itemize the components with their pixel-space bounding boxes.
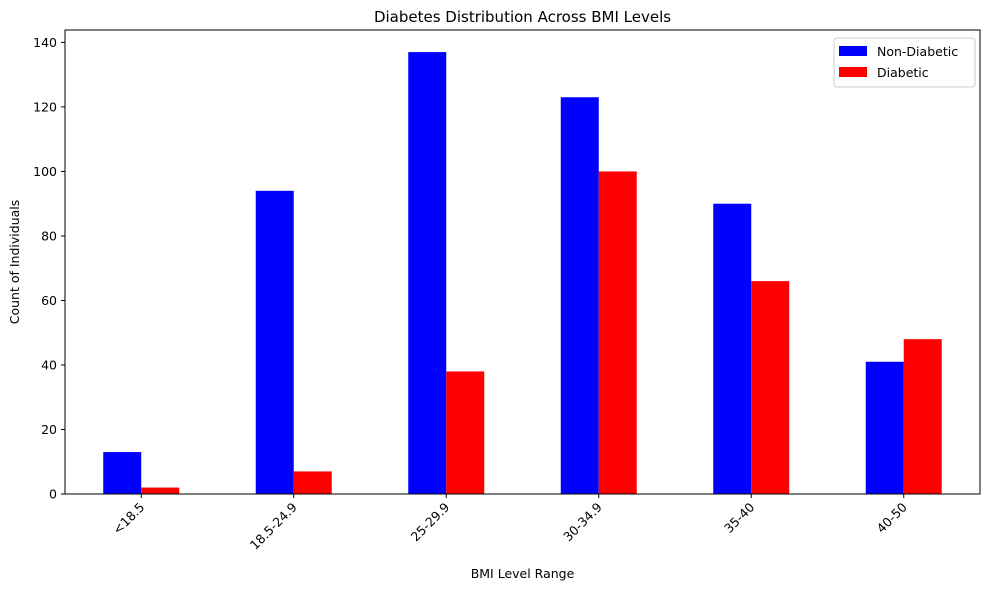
x-tick-label: 40-50 bbox=[874, 499, 910, 535]
legend-box bbox=[833, 37, 976, 88]
bar-non-diabetic-0 bbox=[103, 452, 142, 494]
x-tick-label: 35-40 bbox=[721, 499, 757, 535]
bar-diabetic-3 bbox=[598, 171, 637, 494]
bar-diabetic-0 bbox=[141, 487, 180, 494]
bar-non-diabetic-3 bbox=[560, 97, 599, 494]
bar-non-diabetic-2 bbox=[408, 52, 447, 494]
y-axis-label: Count of Individuals bbox=[7, 200, 22, 325]
y-tick-label: 120 bbox=[33, 99, 57, 114]
y-tick-label: 80 bbox=[41, 228, 57, 243]
y-tick-label: 40 bbox=[41, 357, 57, 372]
y-tick-label: 100 bbox=[33, 164, 57, 179]
chart-title: Diabetes Distribution Across BMI Levels bbox=[374, 8, 671, 26]
x-axis-label: BMI Level Range bbox=[471, 566, 575, 581]
x-tick-label: 18.5-24.9 bbox=[247, 499, 300, 552]
bar-diabetic-2 bbox=[446, 371, 485, 494]
y-tick-label: 140 bbox=[33, 35, 57, 50]
bar-non-diabetic-5 bbox=[865, 361, 904, 494]
bar-diabetic-5 bbox=[903, 339, 942, 494]
plot-frame bbox=[64, 29, 981, 495]
legend-swatch bbox=[839, 46, 867, 56]
legend-swatch bbox=[839, 67, 867, 77]
bar-non-diabetic-4 bbox=[713, 203, 752, 494]
bar-diabetic-1 bbox=[293, 471, 332, 494]
bar-diabetic-4 bbox=[751, 281, 790, 494]
bars-layer bbox=[103, 52, 942, 494]
legend-label: Diabetic bbox=[877, 65, 929, 80]
legend-label: Non-Diabetic bbox=[877, 44, 958, 59]
x-tick-label: <18.5 bbox=[110, 500, 148, 538]
x-tick-label: 25-29.9 bbox=[408, 499, 453, 544]
y-tick-label: 20 bbox=[41, 422, 57, 437]
bar-non-diabetic-1 bbox=[255, 190, 294, 494]
y-tick-label: 60 bbox=[41, 293, 57, 308]
x-tick-label: 30-34.9 bbox=[560, 499, 605, 544]
y-tick-label: 0 bbox=[49, 487, 57, 502]
legend: Non-Diabetic Diabetic bbox=[833, 37, 976, 88]
